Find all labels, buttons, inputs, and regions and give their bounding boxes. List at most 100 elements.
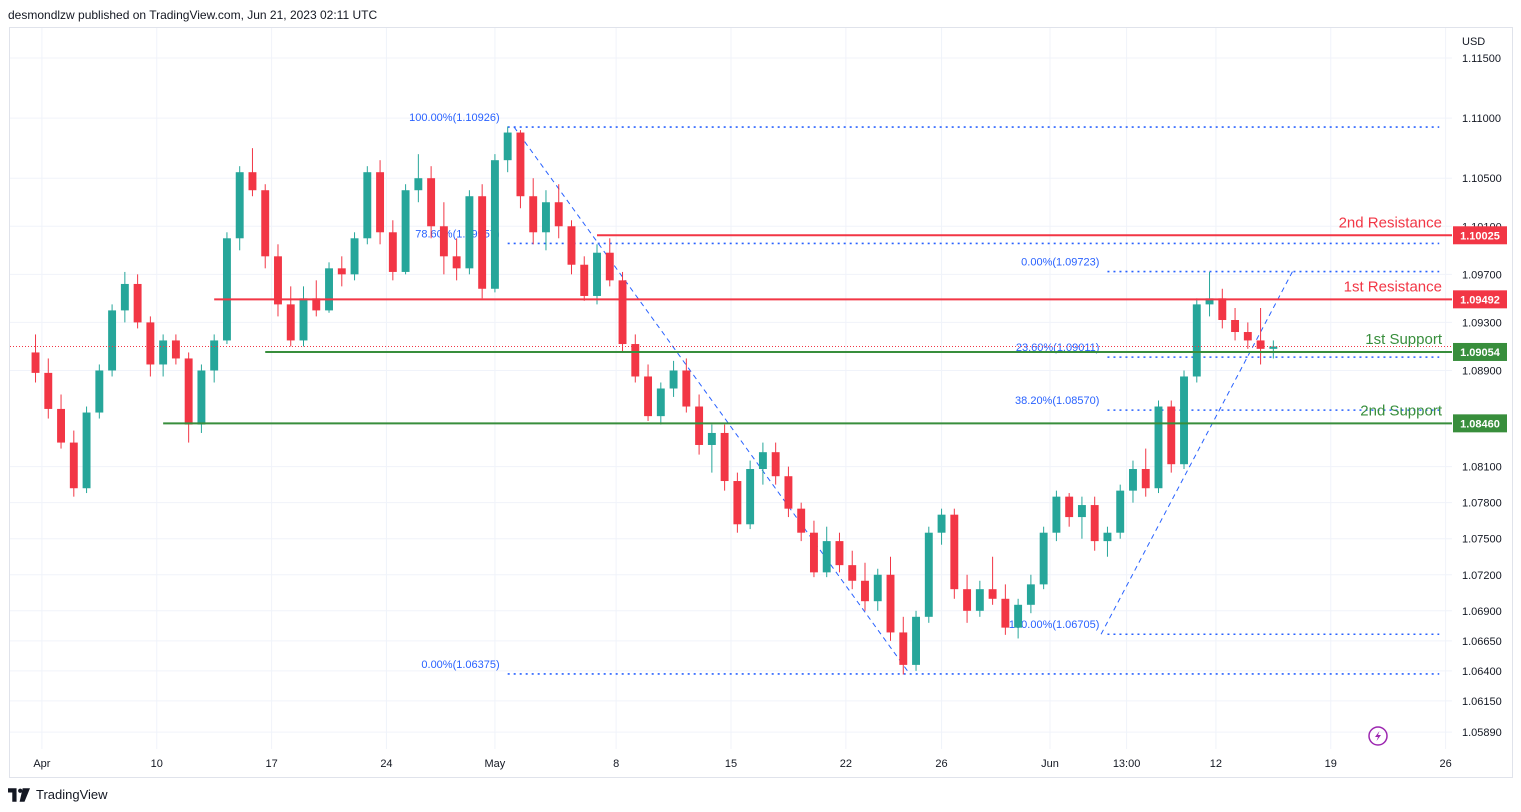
lightning-bolt-icon[interactable] <box>1368 726 1388 746</box>
time-tick-label: 26 <box>1439 758 1451 770</box>
candle-body <box>376 172 385 233</box>
price-tick-label: 1.09300 <box>1462 317 1502 329</box>
candle-body <box>57 408 66 443</box>
time-axis[interactable]: Apr 10 17 24 May 8 15 22 26 Jun 13:00 12 19 26 <box>33 758 1451 770</box>
price-level-badge <box>1453 226 1507 245</box>
candle-body <box>963 589 972 611</box>
candle-body <box>286 304 295 341</box>
candle-body <box>937 514 946 533</box>
candle-body <box>82 412 91 489</box>
candle-body <box>1231 320 1240 333</box>
candle-body <box>682 370 691 407</box>
candle-body <box>707 432 716 445</box>
candle-body <box>1205 298 1214 305</box>
candle-body <box>771 452 780 477</box>
candle-body <box>261 190 270 257</box>
candle-body <box>809 532 818 573</box>
price-tick-label: 1.07200 <box>1462 570 1502 582</box>
time-tick-label: May <box>485 758 506 770</box>
candle-body <box>1129 469 1137 491</box>
time-tick-label: 26 <box>935 758 947 770</box>
candle-body <box>975 589 984 611</box>
support-label: 2nd Support <box>1360 402 1443 419</box>
candle-body <box>1001 598 1010 628</box>
fib-layer: 100.00%(1.10926) 78.60%(1.09957) 0.00%(1.0… <box>409 112 1440 675</box>
candle-body <box>1256 340 1265 349</box>
candle-body <box>452 256 461 269</box>
time-tick-label: 17 <box>265 758 277 770</box>
time-tick-label: 8 <box>613 758 619 770</box>
candle-body <box>108 310 117 371</box>
price-level-badge <box>1453 414 1507 433</box>
price-level-badge <box>1453 342 1507 361</box>
candle-body <box>363 172 372 239</box>
fib-level-label: 100.00%(1.06705) <box>1009 619 1100 631</box>
candle-body <box>784 476 793 509</box>
price-axis[interactable]: 1.115001.110001.105001.101001.097001.093… <box>1453 53 1507 739</box>
price-level-badge-label: 1.09492 <box>1460 294 1500 306</box>
candle-body <box>1243 332 1252 341</box>
price-level-badge <box>1453 290 1507 309</box>
candle-body <box>1116 490 1125 533</box>
resistance-label: 1st Resistance <box>1344 278 1442 295</box>
candle-body <box>171 340 180 359</box>
candle-body <box>924 532 933 617</box>
candle-body <box>1192 304 1201 377</box>
candle-body <box>1154 406 1163 489</box>
fib-level-label: 78.60%(1.09957) <box>415 228 499 240</box>
time-tick-label: 19 <box>1325 758 1337 770</box>
tradingview-logo-icon <box>8 787 30 802</box>
candle-body <box>503 132 512 161</box>
candle-body <box>210 340 219 371</box>
time-tick-label: 10 <box>151 758 163 770</box>
candle-body <box>618 280 627 345</box>
candle-body <box>1090 505 1099 542</box>
candle-body <box>197 370 206 425</box>
candle-body <box>631 344 640 377</box>
candle-body <box>848 565 857 581</box>
candle-body <box>337 268 346 275</box>
candle-body <box>1180 376 1188 465</box>
candle-body <box>886 574 895 633</box>
candle-body <box>401 190 410 272</box>
footer-branding[interactable]: TradingView <box>8 787 108 802</box>
grid-layer <box>10 28 1452 749</box>
candle-body <box>31 352 40 373</box>
candle-body <box>146 322 155 365</box>
price-tick-label: 1.11500 <box>1462 53 1501 65</box>
candle-body <box>120 283 129 311</box>
price-level-badge-label: 1.10025 <box>1460 230 1500 242</box>
candle-body <box>222 238 231 341</box>
publisher-header: desmondlzw published on TradingView.com,… <box>8 8 378 22</box>
candle-body <box>325 268 333 311</box>
price-level-badge-label: 1.08460 <box>1460 418 1500 430</box>
candle-body <box>912 616 920 665</box>
time-tick-label: 13:00 <box>1113 758 1141 770</box>
price-tick-label: 1.08100 <box>1462 462 1502 474</box>
candle-body <box>656 388 665 417</box>
candle-body <box>988 589 997 599</box>
candle-body <box>720 432 729 482</box>
candle-body <box>1039 532 1048 585</box>
fib-level-label: 0.00%(1.06375) <box>421 659 499 671</box>
price-tick-label: 1.09700 <box>1462 269 1502 281</box>
candle-body <box>248 172 257 191</box>
candle-body <box>580 264 589 296</box>
time-tick-label: 22 <box>840 758 852 770</box>
candle-body <box>873 574 882 602</box>
candle-body <box>695 406 704 445</box>
chart-frame <box>9 27 1513 778</box>
currency-label: USD <box>1462 36 1485 48</box>
candle-body <box>899 632 908 665</box>
resistance-label: 2nd Resistance <box>1339 214 1442 231</box>
candle-body <box>516 132 525 197</box>
candle-body <box>1218 298 1227 321</box>
price-tick-label: 1.06400 <box>1462 666 1502 678</box>
candle-body <box>797 508 806 533</box>
candle-body <box>554 202 563 227</box>
candle-body <box>1103 532 1112 542</box>
candle-body <box>478 196 487 289</box>
price-tick-label: 1.10500 <box>1462 173 1502 185</box>
candle-body <box>1052 496 1061 533</box>
